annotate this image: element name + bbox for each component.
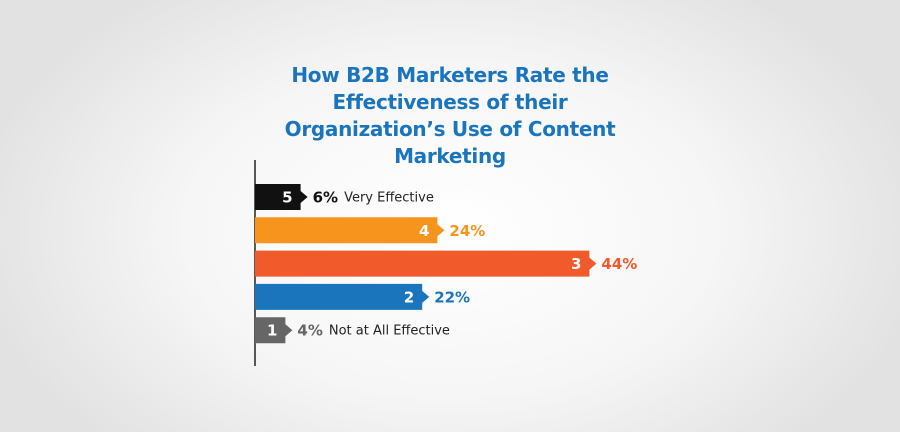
chart-title: How B2B Marketers Rate the Effectiveness…: [284, 63, 616, 168]
bar: [255, 283, 430, 310]
category-label: 4: [419, 222, 429, 240]
value-label: 4%: [297, 322, 322, 340]
category-label: 2: [404, 288, 414, 306]
category-label: 3: [571, 255, 581, 273]
category-label: 5: [282, 189, 292, 207]
bar: [255, 184, 308, 210]
bar-note: Not at All Effective: [329, 324, 450, 339]
value-label: 6%: [313, 189, 338, 207]
bar-note: Very Effective: [344, 191, 434, 206]
bar: [255, 217, 445, 244]
value-label: 44%: [601, 255, 637, 273]
bar: [255, 250, 597, 277]
category-label: 1: [267, 322, 277, 340]
value-label: 24%: [449, 222, 485, 240]
value-label: 22%: [434, 288, 470, 306]
bar: [255, 317, 293, 344]
